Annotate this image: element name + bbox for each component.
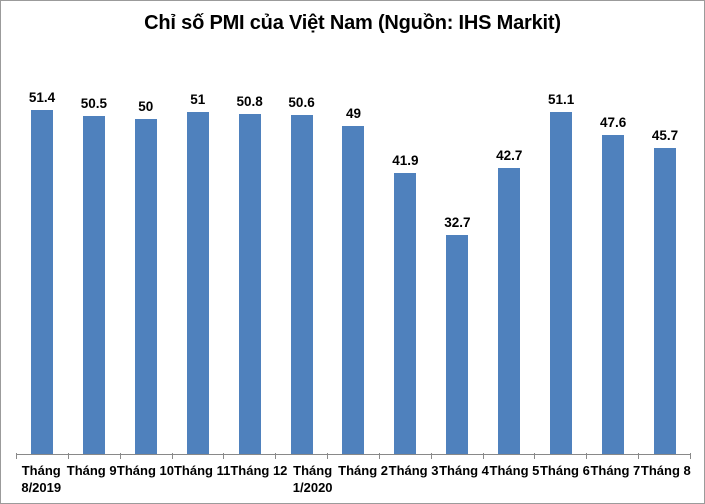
bar-group: 42.7 (483, 52, 535, 454)
bar (602, 135, 625, 454)
x-axis-label: Tháng 8 (640, 463, 691, 478)
x-axis-label: Tháng 4 (439, 463, 489, 478)
bar-value-label: 51.1 (548, 91, 575, 107)
axis-tick (327, 453, 329, 459)
x-axis-label: Tháng 1/2020 (292, 463, 333, 495)
bar-group: 51.4 (16, 52, 68, 454)
x-axis-label: Tháng 2 (338, 463, 389, 478)
bar (654, 147, 677, 454)
axis-tick (534, 453, 536, 459)
bar-group: 51.1 (535, 52, 587, 454)
x-axis-labels: Tháng 8/2019 Tháng 9 Tháng 10 Tháng 11 Tháng … (16, 462, 691, 496)
bar-group: 47.6 (587, 52, 639, 454)
x-axis-label: Tháng 12 (230, 463, 288, 478)
bar-group: 50 (120, 52, 172, 454)
chart-title: Chỉ số PMI của Việt Nam (Nguồn: IHS Mark… (144, 12, 561, 34)
bar-group: 32.7 (431, 52, 483, 454)
bar-group: 49 (328, 52, 380, 454)
x-axis-label: Tháng 6 (539, 463, 590, 478)
bar (550, 111, 573, 454)
bar-value-label: 41.9 (392, 153, 419, 169)
x-axis-label: Tháng 3 (388, 463, 439, 478)
bar-value-label: 51.4 (28, 89, 56, 105)
axis-tick (16, 453, 17, 459)
bar-group: 50.6 (276, 52, 328, 454)
bar (238, 113, 261, 454)
bar (394, 173, 417, 454)
axis-tick (223, 453, 225, 459)
axis-tick (430, 453, 432, 459)
bar-value-label: 50.8 (236, 93, 263, 109)
plot-area: 51.4 50.5 50 51 50.8 50.6 49 41.9 32.7 42.7 51.1 47… (16, 52, 691, 455)
axis-tick (119, 453, 121, 459)
x-axis-ticks (16, 453, 691, 459)
bar-value-label: 45.7 (651, 127, 679, 143)
bar (290, 115, 313, 454)
axis-tick (482, 453, 484, 459)
x-axis-label: Tháng 10 (116, 463, 174, 478)
axis-tick (586, 453, 588, 459)
bar-group: 45.7 (639, 52, 691, 454)
bar-value-label: 50.5 (80, 95, 108, 111)
bar (82, 115, 105, 454)
bar-value-label: 32.7 (444, 214, 471, 230)
bar-value-label: 49 (345, 105, 361, 121)
bar-value-label: 50.6 (288, 95, 315, 110)
bar-value-label: 51 (190, 92, 206, 108)
bar-group: 41.9 (379, 52, 431, 454)
bar (186, 112, 209, 454)
bar (446, 234, 469, 454)
bar-group: 50.5 (68, 52, 120, 454)
bar-value-label: 50 (138, 99, 154, 114)
axis-tick (67, 453, 69, 459)
bar (498, 167, 521, 454)
axis-tick (275, 453, 277, 459)
x-axis-label: Tháng 5 (489, 463, 540, 478)
x-axis-label: Tháng 9 (66, 463, 117, 478)
bar-group: 51 (172, 52, 224, 454)
axis-tick (378, 453, 380, 459)
x-axis-label: Tháng 8/2019 (21, 463, 62, 495)
axis-tick (638, 453, 640, 459)
bar-value-label: 42.7 (496, 147, 523, 163)
bar (134, 119, 157, 454)
bar (342, 125, 365, 454)
x-axis-label: Tháng 11 (173, 463, 231, 478)
axis-tick (689, 453, 691, 459)
bar-group: 50.8 (224, 52, 276, 454)
bar-value-label: 47.6 (599, 115, 627, 131)
axis-tick (171, 453, 173, 459)
bar (30, 109, 53, 454)
x-axis-label: Tháng 7 (590, 463, 641, 478)
